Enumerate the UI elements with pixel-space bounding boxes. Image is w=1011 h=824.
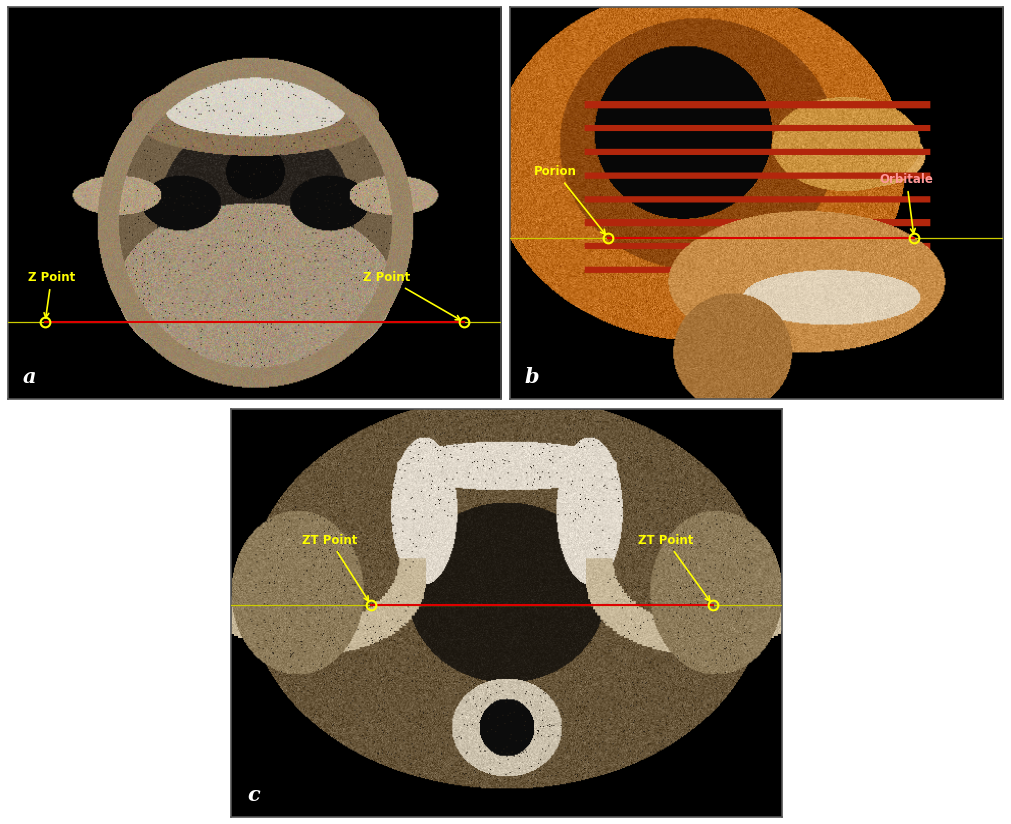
Text: c: c bbox=[247, 785, 260, 805]
Text: Z Point: Z Point bbox=[363, 271, 460, 320]
Text: Orbitale: Orbitale bbox=[880, 173, 933, 233]
Text: b: b bbox=[525, 368, 539, 387]
Text: Z Point: Z Point bbox=[28, 271, 75, 318]
Text: ZT Point: ZT Point bbox=[302, 534, 369, 601]
Text: Porion: Porion bbox=[534, 166, 606, 234]
Text: ZT Point: ZT Point bbox=[638, 534, 710, 602]
Text: a: a bbox=[23, 368, 36, 387]
